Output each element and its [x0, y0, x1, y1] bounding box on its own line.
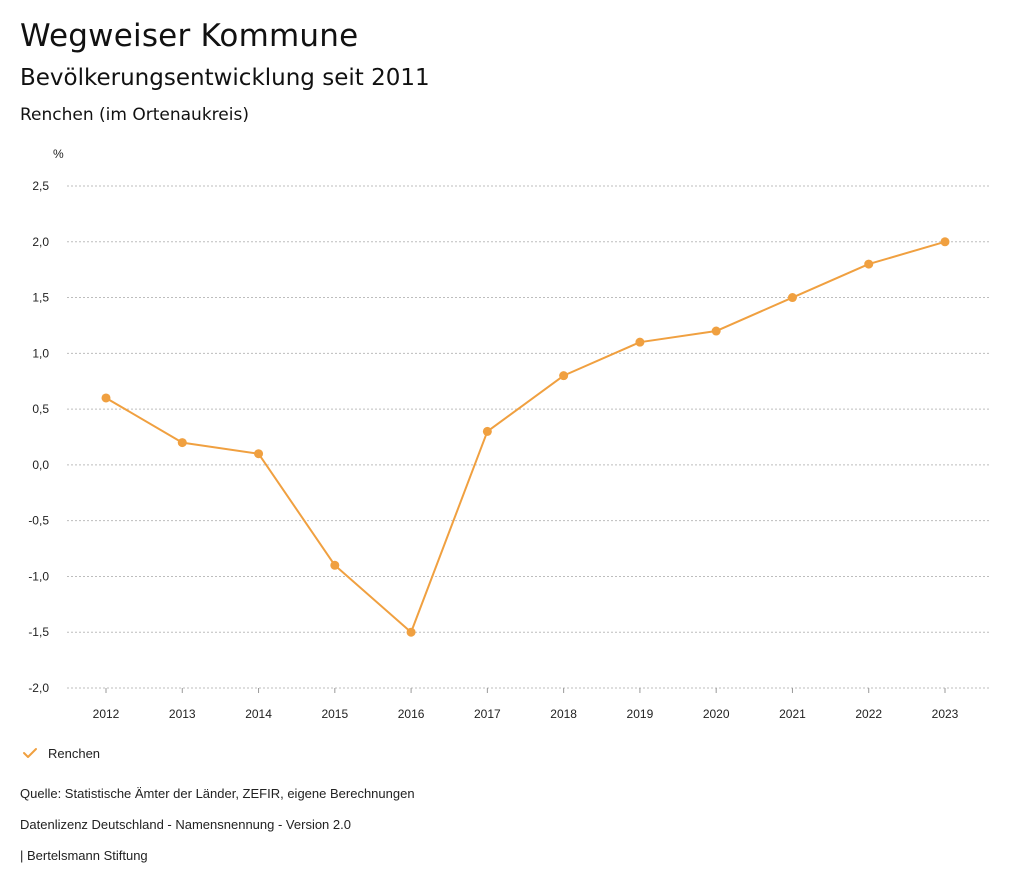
- legend-label: Renchen: [48, 745, 101, 761]
- x-tick-label: 2017: [474, 707, 501, 721]
- x-tick-label: 2015: [321, 707, 348, 721]
- x-tick-label: 2020: [703, 707, 730, 721]
- line-chart: % 2,5 2,0 1,5 1,0 0,5 0,0 -0,5 -1,0 -1,5 -2,0 2012 2…: [28, 147, 990, 721]
- region-label: Renchen (im Ortenaukreis): [20, 105, 249, 125]
- y-tick-label: -0,5: [28, 514, 49, 528]
- y-tick-label: 1,0: [32, 346, 49, 360]
- legend[interactable]: Renchen: [22, 745, 100, 761]
- x-tick-label: 2019: [627, 707, 654, 721]
- data-point: [940, 237, 950, 247]
- y-tick-label: 2,5: [32, 179, 49, 193]
- x-tick-label: 2022: [855, 707, 882, 721]
- data-point: [177, 438, 187, 448]
- y-tick-label: 2,0: [32, 235, 49, 249]
- data-point: [635, 337, 645, 347]
- data-point: [254, 449, 264, 459]
- brand-text: | Bertelsmann Stiftung: [20, 848, 148, 863]
- y-tick-label: -1,0: [28, 569, 49, 583]
- data-point: [559, 371, 569, 381]
- data-point: [101, 393, 111, 403]
- x-tick-label: 2018: [550, 707, 577, 721]
- series-line-renchen: [105, 240, 946, 634]
- data-point: [711, 326, 721, 336]
- source-text: Quelle: Statistische Ämter der Länder, Z…: [20, 786, 415, 801]
- x-tick-label: 2016: [398, 707, 425, 721]
- chart-subtitle: Bevölkerungsentwicklung seit 2011: [20, 65, 430, 91]
- y-tick-label: 1,5: [32, 291, 49, 305]
- x-tick-label: 2023: [932, 707, 959, 721]
- data-point: [864, 259, 874, 269]
- data-point: [482, 426, 492, 436]
- chart-title: Wegweiser Kommune: [20, 18, 359, 54]
- x-tick-label: 2021: [779, 707, 806, 721]
- x-tick-label: 2014: [245, 707, 272, 721]
- data-point: [330, 560, 340, 570]
- x-tick-label: 2013: [169, 707, 196, 721]
- data-point: [406, 627, 416, 637]
- y-tick-label: 0,0: [32, 458, 49, 472]
- data-point: [787, 293, 797, 303]
- y-tick-label: -2,0: [28, 681, 49, 695]
- y-tick-label: 0,5: [32, 402, 49, 416]
- y-tick-label: -1,5: [28, 625, 49, 639]
- license-text: Datenlizenz Deutschland - Namensnennung …: [20, 817, 351, 832]
- checkmark-icon: [23, 748, 37, 758]
- x-tick-label: 2012: [93, 707, 120, 721]
- y-axis-unit: %: [53, 147, 64, 161]
